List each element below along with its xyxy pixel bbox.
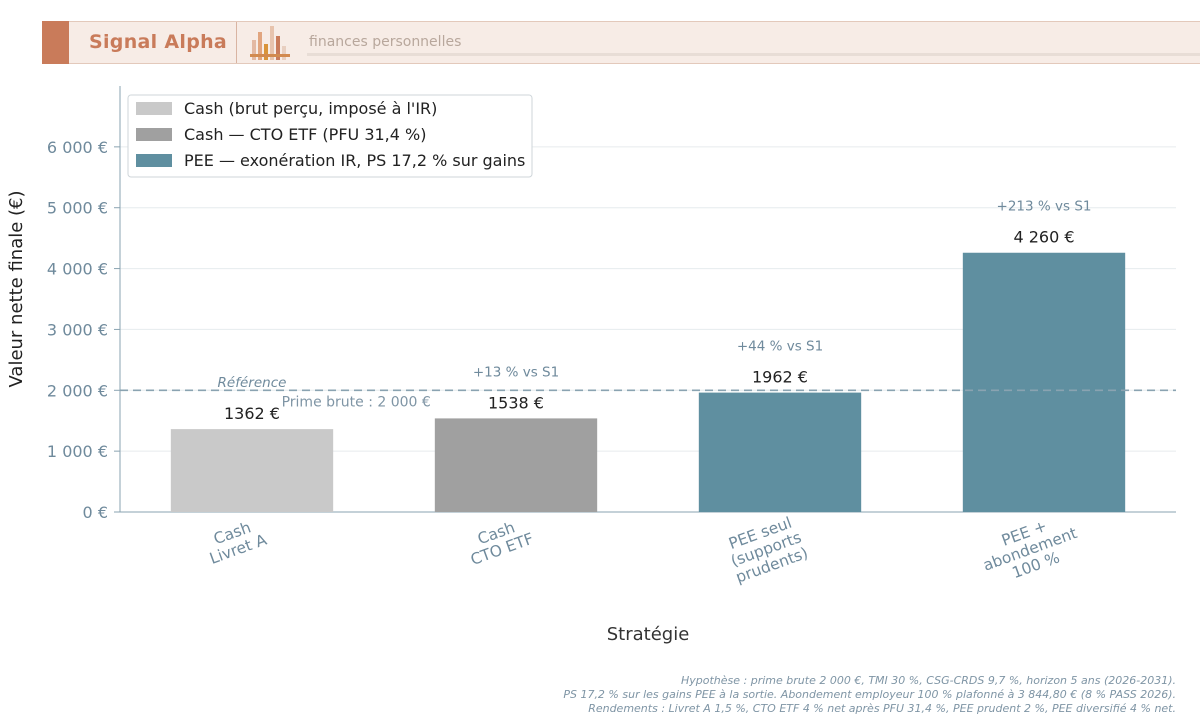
value-labels: 1362 € 1538 € 1962 € 4 260 € — [224, 228, 1075, 423]
legend-label: PEE — exonération IR, PS 17,2 % sur gain… — [184, 151, 525, 170]
legend-swatch — [136, 128, 172, 141]
y-tick-label: 1 000 € — [47, 442, 108, 461]
y-tick-label: 3 000 € — [47, 320, 108, 339]
reference-line-label: Prime brute : 2 000 € — [282, 394, 431, 410]
brand-name[interactable]: Signal Alpha — [89, 31, 228, 53]
x-axis-label: Stratégie — [607, 624, 690, 645]
strategy-bar-chart: 0 € 1 000 € 2 000 € 3 000 € 4 000 € 5 000 € 6 … — [6, 86, 1176, 645]
bar — [170, 429, 334, 512]
bar-value-label: 1538 € — [488, 393, 544, 412]
bar — [962, 252, 1126, 512]
legend-swatch — [136, 154, 172, 167]
banner-divider — [236, 22, 237, 63]
tagline: finances personnelles — [309, 34, 462, 50]
legend-label: Cash — CTO ETF (PFU 31,4 %) — [184, 125, 426, 144]
footnote-line: Hypothèse : prime brute 2 000 €, TMI 30 … — [681, 674, 1176, 687]
brand-swatch — [42, 21, 69, 64]
bar — [698, 392, 862, 512]
bars — [170, 252, 1126, 512]
footnote-line: PS 17,2 % sur les gains PEE à la sortie.… — [563, 688, 1176, 701]
comparison-label: +44 % vs S1 — [737, 339, 823, 355]
y-tick-label: 4 000 € — [47, 260, 108, 279]
bar-value-label: 1962 € — [752, 368, 808, 387]
bar-value-label: 4 260 € — [1013, 228, 1074, 247]
legend: Cash (brut perçu, imposé à l'IR) Cash — C… — [127, 94, 533, 178]
y-tick-label: 6 000 € — [47, 138, 108, 157]
legend-box — [127, 94, 533, 178]
y-tick-label: 5 000 € — [47, 199, 108, 218]
bar-chart-logo-icon — [250, 26, 290, 60]
y-axis-label: Valeur nette finale (€) — [6, 190, 27, 387]
y-tick-labels: 0 € 1 000 € 2 000 € 3 000 € 4 000 € 5 000 € 6 … — [47, 138, 108, 522]
comparison-label: Référence — [218, 375, 287, 391]
footnote: Hypothèse : prime brute 2 000 €, TMI 30 … — [563, 674, 1176, 716]
tagline-rule — [307, 53, 1200, 56]
comparison-label: +13 % vs S1 — [473, 364, 559, 380]
comparison-labels: Référence +13 % vs S1 +44 % vs S1 +213 % vs… — [218, 199, 1092, 391]
bar-value-label: 1362 € — [224, 404, 280, 423]
legend-swatch — [136, 102, 172, 115]
y-tick-label: 0 € — [83, 503, 108, 522]
comparison-label: +213 % vs S1 — [997, 199, 1092, 215]
footnote-line: Rendements : Livret A 1,5 %, CTO ETF 4 %… — [588, 702, 1176, 715]
legend-label: Cash (brut perçu, imposé à l'IR) — [184, 99, 437, 118]
bar — [434, 418, 598, 512]
header-banner: Signal Alpha finances personnelles — [42, 21, 1200, 64]
y-tick-label: 2 000 € — [47, 381, 108, 400]
